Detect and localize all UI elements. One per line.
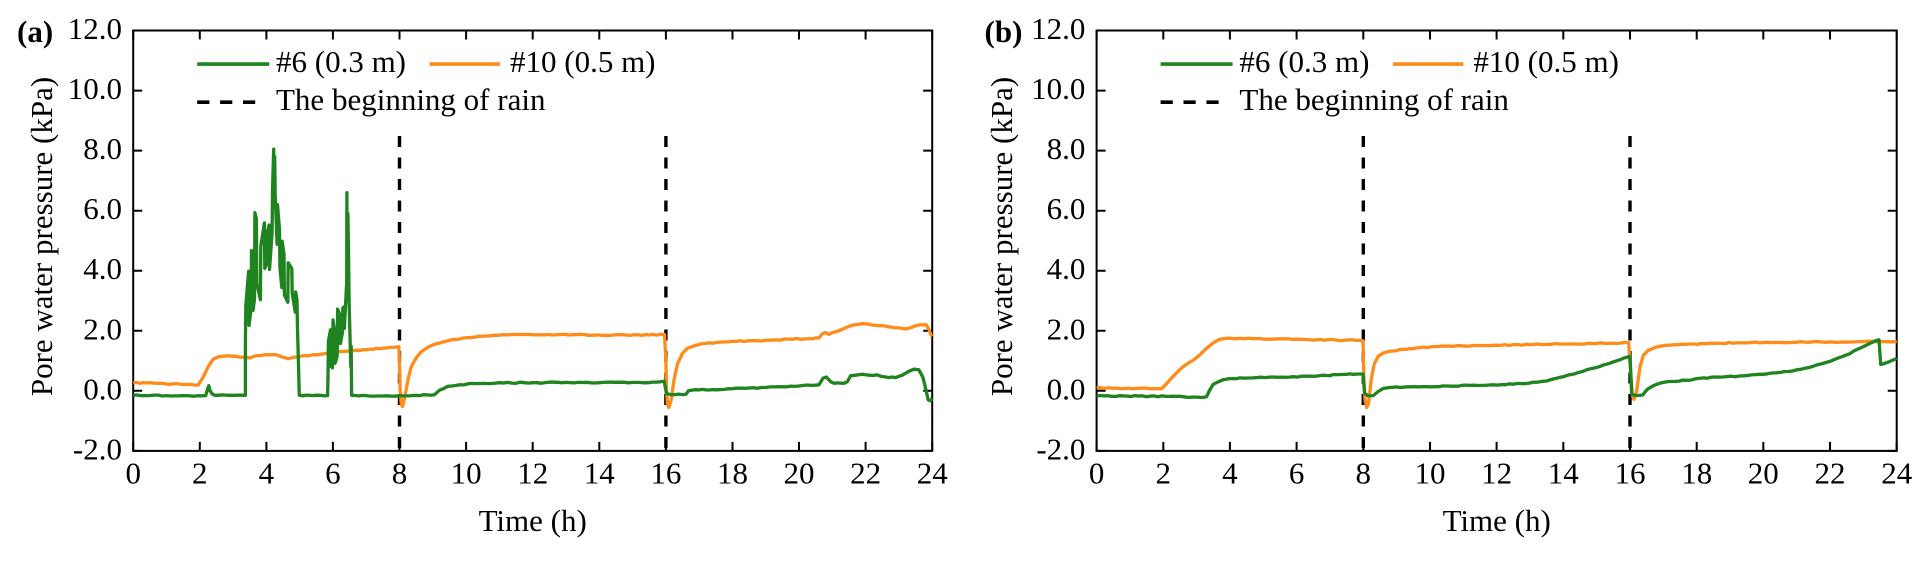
svg-text:-2.0: -2.0: [1036, 431, 1085, 466]
svg-text:4.0: 4.0: [83, 251, 122, 286]
svg-text:14: 14: [584, 455, 616, 490]
svg-text:-2.0: -2.0: [73, 431, 122, 466]
svg-text:8: 8: [1356, 455, 1372, 490]
svg-text:The beginning of rain: The beginning of rain: [276, 82, 546, 117]
svg-text:12: 12: [517, 455, 548, 490]
svg-text:2.0: 2.0: [83, 311, 122, 346]
svg-text:10: 10: [1415, 455, 1446, 490]
svg-text:#6 (0.3 m): #6 (0.3 m): [1239, 44, 1369, 79]
svg-text:10.0: 10.0: [1031, 71, 1085, 106]
svg-text:2.0: 2.0: [1047, 311, 1086, 346]
svg-text:6: 6: [1289, 455, 1305, 490]
svg-text:Time (h): Time (h): [1443, 503, 1551, 538]
svg-text:Pore water pressure (kPa): Pore water pressure (kPa): [24, 77, 59, 396]
svg-text:6.0: 6.0: [1047, 191, 1086, 226]
svg-text:18: 18: [717, 455, 748, 490]
svg-text:20: 20: [784, 455, 815, 490]
svg-text:#10 (0.5 m): #10 (0.5 m): [1473, 44, 1619, 79]
svg-text:6: 6: [325, 455, 341, 490]
svg-text:(a): (a): [17, 14, 53, 49]
svg-text:0: 0: [125, 455, 141, 490]
svg-text:16: 16: [1615, 455, 1646, 490]
svg-text:8: 8: [392, 455, 408, 490]
svg-text:6.0: 6.0: [83, 191, 122, 226]
svg-text:#6 (0.3 m): #6 (0.3 m): [276, 44, 406, 79]
svg-text:24: 24: [917, 455, 949, 490]
svg-text:(b): (b): [985, 14, 1023, 49]
svg-text:0: 0: [1089, 455, 1105, 490]
svg-text:14: 14: [1548, 455, 1580, 490]
svg-text:12.0: 12.0: [1031, 11, 1085, 46]
svg-text:8.0: 8.0: [83, 131, 122, 166]
svg-text:8.0: 8.0: [1047, 131, 1086, 166]
svg-text:Pore water pressure (kPa): Pore water pressure (kPa): [984, 77, 1019, 396]
svg-text:20: 20: [1748, 455, 1779, 490]
svg-text:18: 18: [1681, 455, 1712, 490]
svg-text:The beginning of rain: The beginning of rain: [1239, 82, 1509, 117]
svg-text:10.0: 10.0: [68, 71, 122, 106]
svg-text:2: 2: [192, 455, 208, 490]
svg-text:#10 (0.5 m): #10 (0.5 m): [510, 44, 656, 79]
svg-text:0.0: 0.0: [83, 371, 122, 406]
svg-text:4: 4: [259, 455, 275, 490]
svg-text:2: 2: [1156, 455, 1172, 490]
svg-text:12: 12: [1481, 455, 1512, 490]
svg-text:22: 22: [850, 455, 881, 490]
svg-text:16: 16: [650, 455, 681, 490]
svg-text:24: 24: [1881, 455, 1913, 490]
svg-text:22: 22: [1815, 455, 1846, 490]
svg-text:10: 10: [451, 455, 482, 490]
svg-text:4.0: 4.0: [1047, 251, 1086, 286]
svg-text:12.0: 12.0: [68, 11, 122, 46]
svg-text:Time (h): Time (h): [479, 503, 587, 538]
svg-text:4: 4: [1222, 455, 1238, 490]
svg-text:0.0: 0.0: [1047, 371, 1086, 406]
